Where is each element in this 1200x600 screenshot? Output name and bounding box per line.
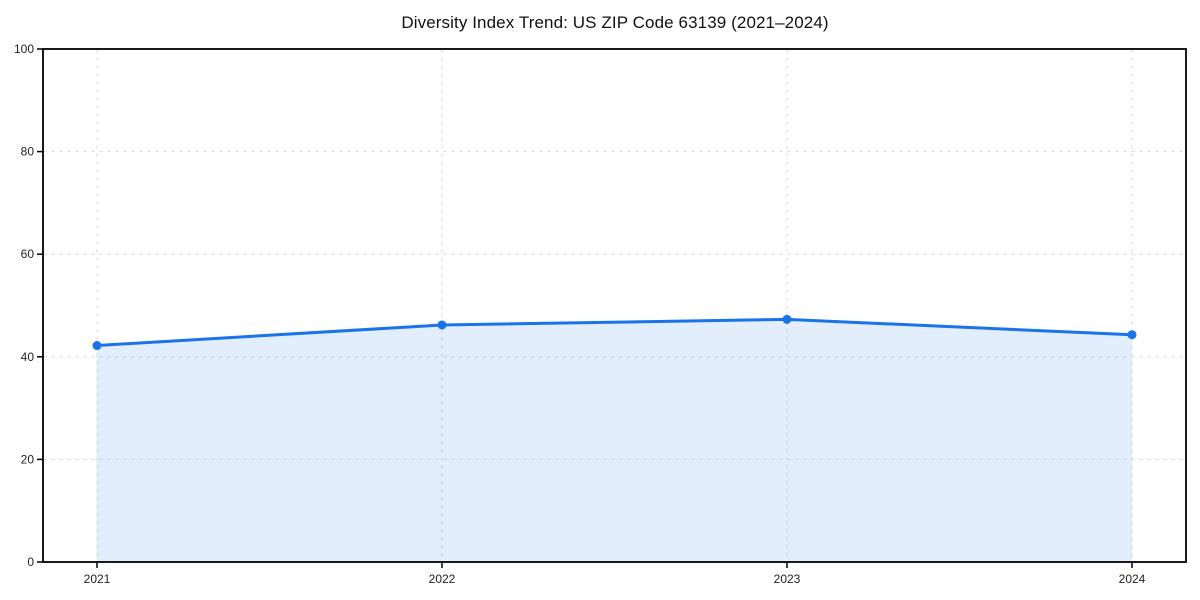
y-tick-label: 60 [21,247,35,261]
data-point [782,314,792,324]
y-tick-label: 40 [21,350,35,364]
plot-border [42,48,1187,563]
y-tick-label: 80 [21,145,35,159]
y-tick-label: 100 [14,42,34,56]
data-point [92,341,102,351]
data-point [1127,330,1137,340]
y-tick-label: 0 [27,555,34,569]
chart-title: Diversity Index Trend: US ZIP Code 63139… [401,13,829,32]
x-tick-label: 2022 [429,572,456,586]
trend-line [95,317,1134,348]
x-tick-label: 2024 [1119,572,1146,586]
y-tick-label: 20 [21,452,35,466]
area-fill [97,319,1132,562]
x-tick-label: 2023 [774,572,801,586]
x-tick-label: 2021 [84,572,111,586]
data-point [437,320,447,330]
